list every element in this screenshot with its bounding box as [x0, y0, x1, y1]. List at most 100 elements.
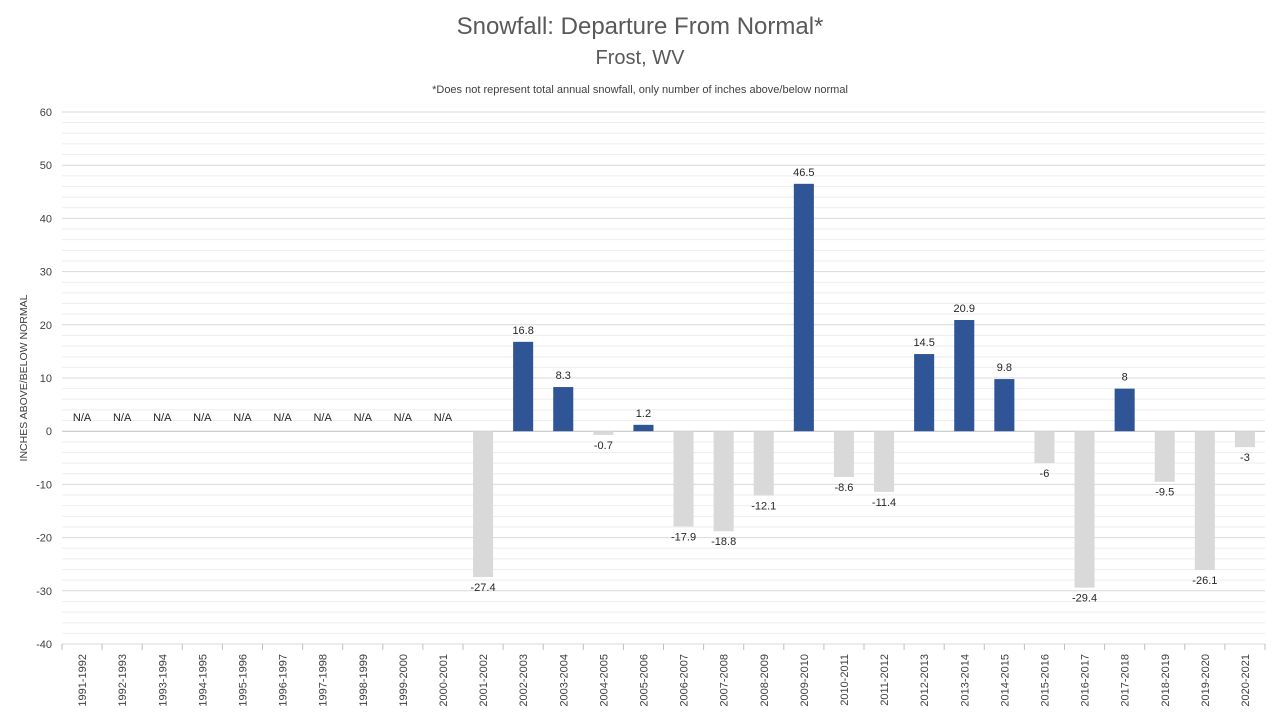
y-axis-label: INCHES ABOVE/BELOW NORMAL [18, 294, 30, 461]
data-label: N/A [73, 412, 92, 424]
data-label: N/A [313, 412, 332, 424]
x-tick-label: 2011-2012 [879, 654, 891, 706]
data-label: 14.5 [913, 337, 934, 349]
y-tick-label: -20 [36, 533, 52, 545]
bar [553, 387, 574, 432]
x-tick-label: 1993-1994 [157, 654, 169, 707]
data-label: N/A [394, 412, 413, 424]
y-tick-label: 20 [40, 320, 52, 332]
bar [753, 431, 774, 496]
data-label: 1.2 [636, 408, 651, 420]
bar [1154, 431, 1175, 482]
bar [954, 320, 975, 432]
x-axis-ticks: 1991-1992 1992-1993 1993-1994 1994-1995 1995… [61, 644, 1266, 707]
data-label: 9.8 [997, 362, 1012, 374]
data-label: -6 [1040, 468, 1050, 480]
data-label: 20.9 [954, 303, 975, 315]
data-label: -3 [1240, 452, 1250, 464]
data-label: 8 [1122, 372, 1128, 384]
chart-subtitle: Frost, WV [596, 47, 686, 69]
x-tick-label: 1999-2000 [398, 654, 410, 707]
gridlines [62, 111, 1265, 645]
bar [1034, 431, 1055, 464]
x-tick-label: 2020-2021 [1240, 654, 1252, 707]
bar [1194, 431, 1215, 571]
x-tick-label: 1991-1992 [77, 654, 89, 707]
data-label: N/A [113, 412, 132, 424]
x-tick-label: 2015-2016 [1039, 654, 1051, 707]
data-label: -18.8 [711, 536, 736, 548]
bar [513, 341, 534, 432]
x-tick-label: 2002-2003 [518, 654, 530, 707]
bar [833, 431, 854, 477]
bars [473, 183, 1255, 588]
x-tick-label: 1992-1993 [117, 654, 129, 707]
bar [713, 431, 734, 532]
x-tick-label: 2007-2008 [719, 654, 731, 707]
data-label: N/A [354, 412, 373, 424]
x-tick-label: 2006-2007 [679, 654, 691, 707]
y-tick-label: -10 [36, 479, 52, 491]
data-label: N/A [434, 412, 453, 424]
y-tick-label: 0 [46, 426, 52, 438]
bar [1234, 431, 1255, 448]
data-label: N/A [193, 412, 212, 424]
x-tick-label: 2000-2001 [438, 654, 450, 707]
data-labels: N/A N/A N/A N/A N/A N/A N/A N/A N/A N/A -27.4 16.8 8… [73, 167, 1250, 605]
y-tick-label: 60 [40, 107, 52, 119]
x-tick-label: 2005-2006 [638, 654, 650, 707]
x-tick-label: 1996-1997 [278, 654, 290, 707]
chart-note: *Does not represent total annual snowfal… [432, 84, 848, 96]
x-tick-label: 2017-2018 [1120, 654, 1132, 707]
data-label: -8.6 [834, 482, 853, 494]
y-tick-label: -40 [36, 639, 52, 651]
data-label: -29.4 [1072, 593, 1097, 605]
data-label: 8.3 [556, 370, 571, 382]
bar [874, 431, 895, 492]
bar [994, 379, 1015, 432]
data-label: -11.4 [872, 497, 896, 509]
data-label: -0.7 [594, 440, 613, 452]
bar [914, 354, 935, 432]
x-tick-label: 1995-1996 [237, 654, 249, 707]
y-tick-label: 50 [40, 160, 52, 172]
x-tick-label: 2016-2017 [1080, 654, 1092, 707]
data-label: N/A [233, 412, 252, 424]
bar [633, 424, 654, 432]
chart-title: Snowfall: Departure From Normal* [457, 13, 824, 40]
x-tick-label: 2004-2005 [598, 654, 610, 707]
bar [593, 431, 614, 435]
y-tick-label: 10 [40, 373, 52, 385]
y-tick-label: -30 [36, 586, 52, 598]
data-label: 16.8 [512, 325, 533, 337]
x-tick-label: 2012-2013 [919, 654, 931, 707]
bar [673, 431, 694, 527]
x-tick-label: 2003-2004 [558, 654, 570, 707]
x-tick-label: 2001-2002 [478, 654, 490, 707]
data-label: N/A [153, 412, 172, 424]
x-tick-label: 2013-2014 [959, 654, 971, 707]
x-tick-label: 2008-2009 [759, 654, 771, 707]
x-tick-label: 1994-1995 [197, 654, 209, 707]
x-tick-label: 2018-2019 [1160, 654, 1172, 707]
x-tick-label: 2009-2010 [799, 654, 811, 707]
x-tick-label: 1997-1998 [318, 654, 330, 707]
bar [473, 431, 494, 577]
data-label: -12.1 [751, 501, 776, 513]
x-tick-label: 2019-2020 [1200, 654, 1212, 707]
bar [1114, 388, 1135, 432]
x-tick-label: 2010-2011 [839, 654, 851, 706]
data-label: 46.5 [793, 167, 814, 179]
y-tick-label: 30 [40, 267, 52, 279]
bar [1074, 431, 1095, 588]
data-label: -27.4 [471, 582, 496, 594]
data-label: -26.1 [1192, 575, 1217, 587]
x-tick-label: 1998-1999 [358, 654, 370, 707]
x-tick-label: 2014-2015 [999, 654, 1011, 707]
bar [793, 183, 814, 432]
data-label: N/A [273, 412, 292, 424]
y-axis-ticks: 60 50 40 30 20 10 0 -10 -20 -30 -40 [36, 107, 52, 651]
y-tick-label: 40 [40, 213, 52, 225]
data-label: -17.9 [671, 531, 696, 543]
